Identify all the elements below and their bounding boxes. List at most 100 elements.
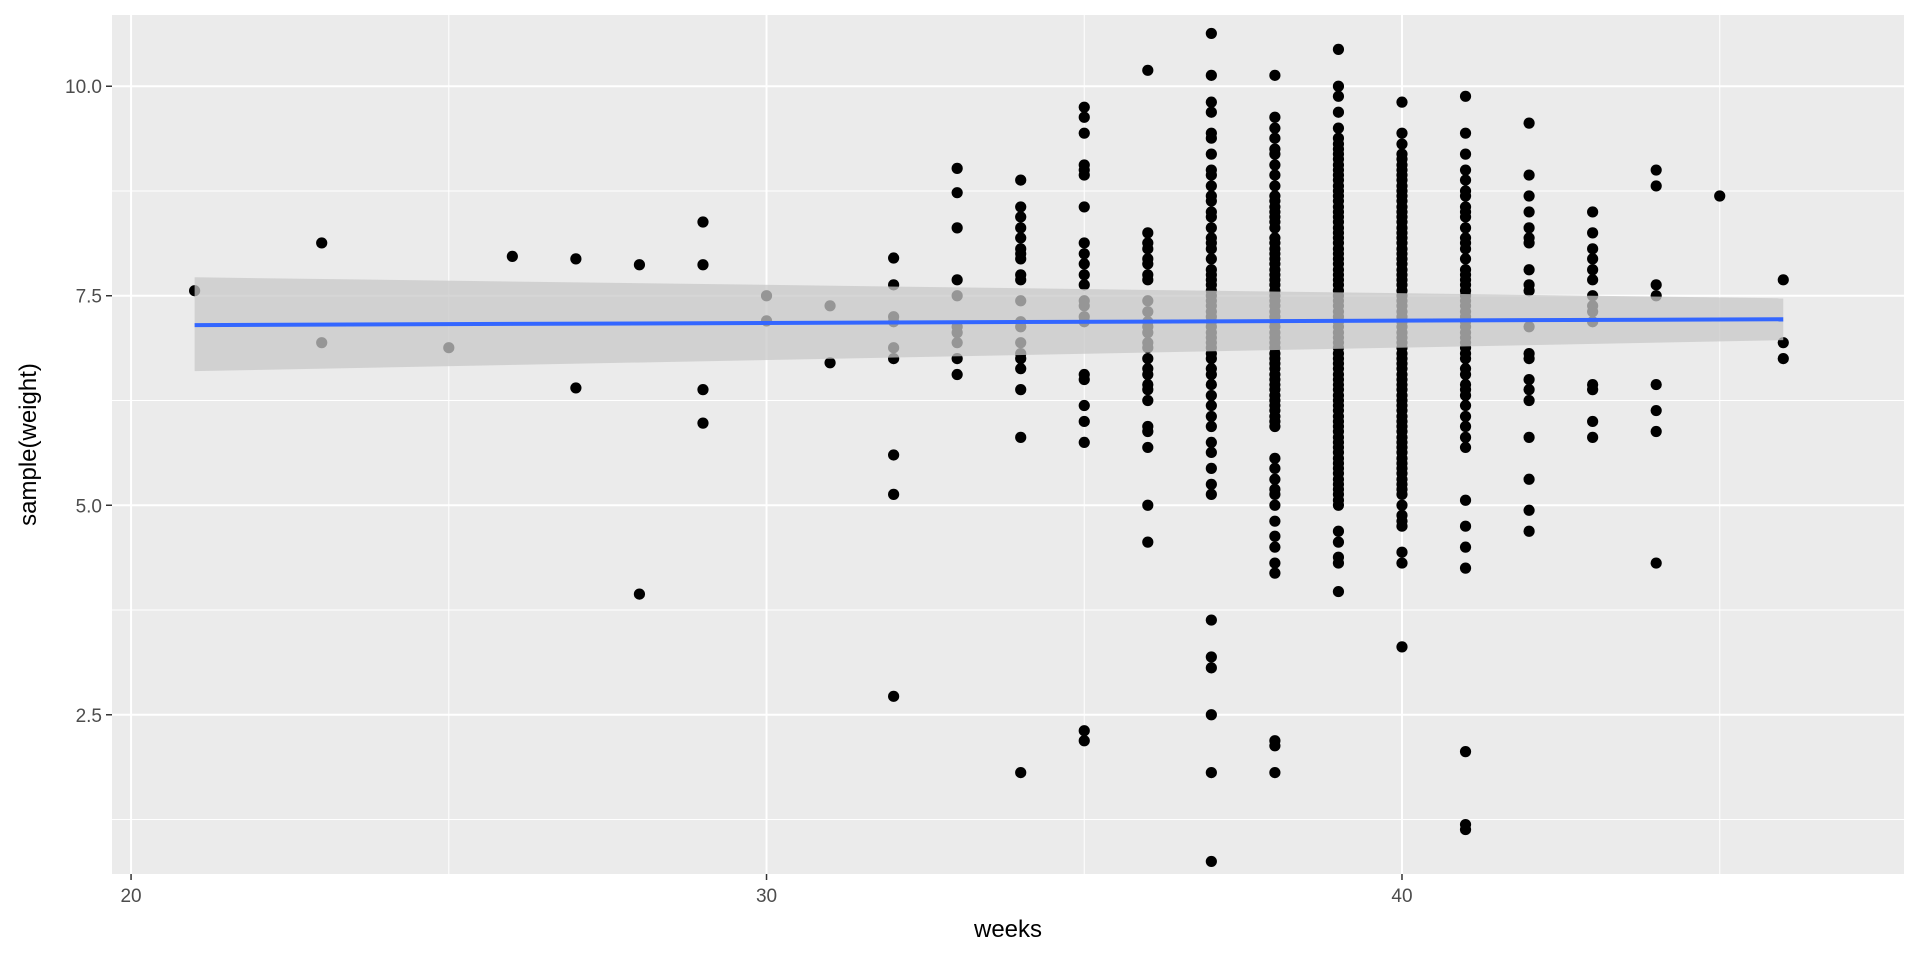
data-point [1459, 190, 1472, 202]
data-point [1523, 394, 1535, 407]
data-point [1205, 180, 1217, 192]
data-point [1205, 243, 1217, 255]
data-point [1269, 488, 1281, 500]
data-point [1205, 106, 1217, 118]
data-point [1078, 373, 1090, 386]
data-point [1396, 488, 1408, 500]
data-point [1078, 201, 1090, 213]
data-point [1015, 222, 1027, 234]
data-point [1205, 766, 1217, 779]
data-point [1205, 211, 1217, 223]
data-point [1205, 132, 1217, 144]
data-point [570, 382, 582, 394]
data-point [1587, 227, 1599, 239]
data-point [1205, 651, 1217, 663]
regression-line [194, 317, 1784, 328]
data-point [951, 187, 963, 199]
data-point [1015, 384, 1027, 396]
data-point [1269, 452, 1281, 464]
data-point [1205, 69, 1217, 81]
data-point [633, 259, 646, 271]
data-point [1142, 274, 1154, 286]
data-point [1396, 96, 1408, 108]
data-point [1459, 90, 1472, 102]
data-point [1459, 253, 1472, 265]
data-point [1587, 264, 1599, 276]
data-point [1587, 206, 1599, 218]
data-point [1269, 740, 1281, 752]
y-tick-label: 5.0 [76, 496, 102, 517]
data-point [1396, 520, 1408, 532]
data-point [1459, 211, 1472, 223]
data-point [1587, 253, 1599, 265]
data-point [1332, 536, 1345, 548]
data-point [1459, 174, 1472, 186]
data-point [1650, 557, 1662, 569]
data-point [1205, 96, 1217, 108]
data-point [1269, 515, 1281, 527]
data-point [1078, 269, 1090, 281]
data-point [1269, 111, 1281, 123]
data-point [1269, 557, 1281, 569]
data-point [1015, 363, 1027, 375]
data-point [1523, 117, 1535, 129]
data-point [1205, 446, 1217, 459]
data-point [951, 222, 963, 234]
data-point [951, 162, 963, 174]
data-point [633, 588, 646, 600]
data-point [1523, 373, 1535, 386]
data-point [1269, 69, 1281, 81]
data-point [1205, 462, 1217, 474]
data-point [1777, 274, 1789, 286]
data-point [1142, 64, 1154, 76]
data-point [1269, 159, 1281, 171]
data-point [1269, 541, 1281, 553]
data-point [888, 252, 900, 264]
data-point [1142, 368, 1154, 381]
data-point [1078, 237, 1090, 249]
data-point [1015, 431, 1027, 443]
data-point [1459, 420, 1472, 433]
data-point [1205, 148, 1217, 160]
data-point [1459, 399, 1472, 412]
data-point [1205, 222, 1217, 234]
data-point [1459, 243, 1472, 255]
data-point [1459, 368, 1472, 381]
data-point [1142, 499, 1154, 511]
data-point [1078, 415, 1090, 428]
data-point [1459, 746, 1472, 758]
data-point [1587, 243, 1599, 255]
data-point [1332, 525, 1345, 537]
data-point [1205, 368, 1217, 381]
data-point [1523, 169, 1535, 181]
data-point [697, 216, 709, 228]
data-point [1205, 855, 1217, 868]
data-point [888, 690, 900, 702]
data-point [1459, 222, 1472, 234]
data-point [1459, 353, 1472, 365]
data-point [506, 250, 518, 262]
data-point [951, 274, 963, 286]
data-point [1205, 389, 1217, 402]
data-point [1015, 766, 1027, 779]
data-point [1205, 399, 1217, 412]
data-point [1205, 253, 1217, 265]
data-point [1459, 410, 1472, 423]
confidence-band [194, 277, 1784, 372]
data-point [1523, 237, 1535, 249]
data-point [1332, 122, 1345, 134]
data-point [1269, 420, 1281, 433]
data-point [1587, 274, 1599, 286]
data-point [1459, 823, 1472, 836]
y-tick-label: 7.5 [76, 287, 102, 308]
data-point [1269, 766, 1281, 779]
data-point [1523, 504, 1535, 516]
x-tick-label: 30 [756, 886, 777, 907]
data-point [1269, 180, 1281, 192]
data-point [1142, 353, 1154, 365]
data-point [1396, 557, 1408, 569]
data-point [1396, 127, 1408, 139]
data-point [1269, 473, 1281, 485]
data-point [1459, 389, 1472, 402]
data-point [1459, 441, 1472, 454]
